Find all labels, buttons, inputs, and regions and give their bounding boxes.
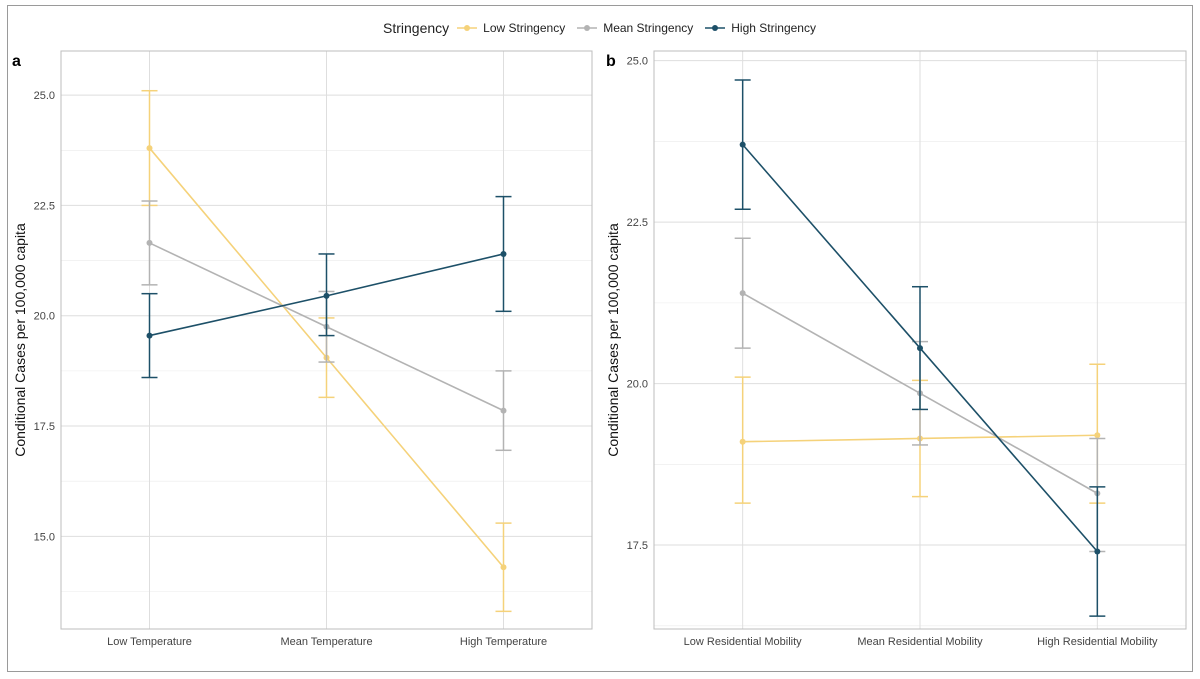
- data-point: [917, 345, 923, 352]
- legend-key-low-stringency: [457, 25, 478, 31]
- y-tick-label: 17.5: [34, 421, 55, 433]
- legend-item-mean-stringency: Mean Stringency: [577, 21, 693, 35]
- legend-item-low-stringency: Low Stringency: [457, 21, 565, 35]
- data-point: [739, 438, 746, 445]
- data-point: [739, 141, 746, 148]
- panel-b: 17.5 20.0 22.5 25.0 Low Residential Mobility…: [605, 50, 1187, 648]
- data-point: [146, 239, 153, 246]
- x-tick-label: Mean Temperature: [280, 636, 372, 648]
- panel-tag: a: [12, 53, 21, 70]
- data-point: [500, 407, 507, 414]
- legend-key-point: [584, 25, 591, 31]
- panel-tag: b: [606, 53, 616, 70]
- legend-item-high-stringency: High Stringency: [705, 21, 816, 35]
- series-high-stringency: [734, 79, 1106, 617]
- legend-label-low-stringency: Low Stringency: [483, 21, 566, 35]
- data-point: [146, 332, 153, 339]
- legend-key-point: [712, 25, 719, 31]
- x-tick-label: Mean Residential Mobility: [857, 636, 983, 648]
- legend-label-high-stringency: High Stringency: [731, 21, 816, 35]
- x-tick-label: Low Residential Mobility: [684, 636, 802, 648]
- data-point: [1094, 432, 1101, 439]
- y-tick-label: 22.5: [627, 217, 648, 229]
- y-tick-label: 25.0: [627, 56, 648, 68]
- panel-border: [60, 50, 593, 630]
- x-tick-label: Low Temperature: [107, 636, 192, 648]
- y-tick-label: 22.5: [34, 200, 55, 212]
- legend-key-mean-stringency: [577, 25, 598, 31]
- y-tick-label: 20.0: [627, 379, 648, 391]
- panel-border: [653, 50, 1187, 630]
- legend-title: Stringency: [383, 20, 450, 36]
- data-point: [739, 290, 746, 297]
- data-point: [323, 292, 330, 299]
- legend-key-point: [464, 25, 471, 31]
- panel-a: 15.0 17.5 20.0 22.5 25.0 Low Temperature Mean …: [12, 50, 593, 648]
- x-tick-label: High Temperature: [460, 636, 547, 648]
- y-axis-title: Conditional Cases per 100,000 capita: [12, 223, 28, 457]
- legend-key-high-stringency: [705, 25, 726, 31]
- figure-frame: [7, 5, 1193, 672]
- data-point: [1094, 548, 1101, 555]
- data-point: [146, 145, 153, 152]
- y-tick-label: 20.0: [34, 311, 55, 323]
- legend: Stringency Low Stringency Mean Stringenc…: [383, 18, 828, 38]
- y-tick-label: 17.5: [627, 540, 648, 552]
- series-high-stringency: [141, 195, 512, 379]
- x-tick-label: High Residential Mobility: [1037, 636, 1158, 648]
- legend-label-mean-stringency: Mean Stringency: [603, 21, 694, 35]
- data-point: [500, 250, 507, 257]
- y-tick-label: 15.0: [34, 531, 55, 543]
- y-tick-label: 25.0: [34, 90, 55, 102]
- y-axis-title: Conditional Cases per 100,000 capita: [605, 223, 621, 457]
- data-point: [500, 564, 507, 571]
